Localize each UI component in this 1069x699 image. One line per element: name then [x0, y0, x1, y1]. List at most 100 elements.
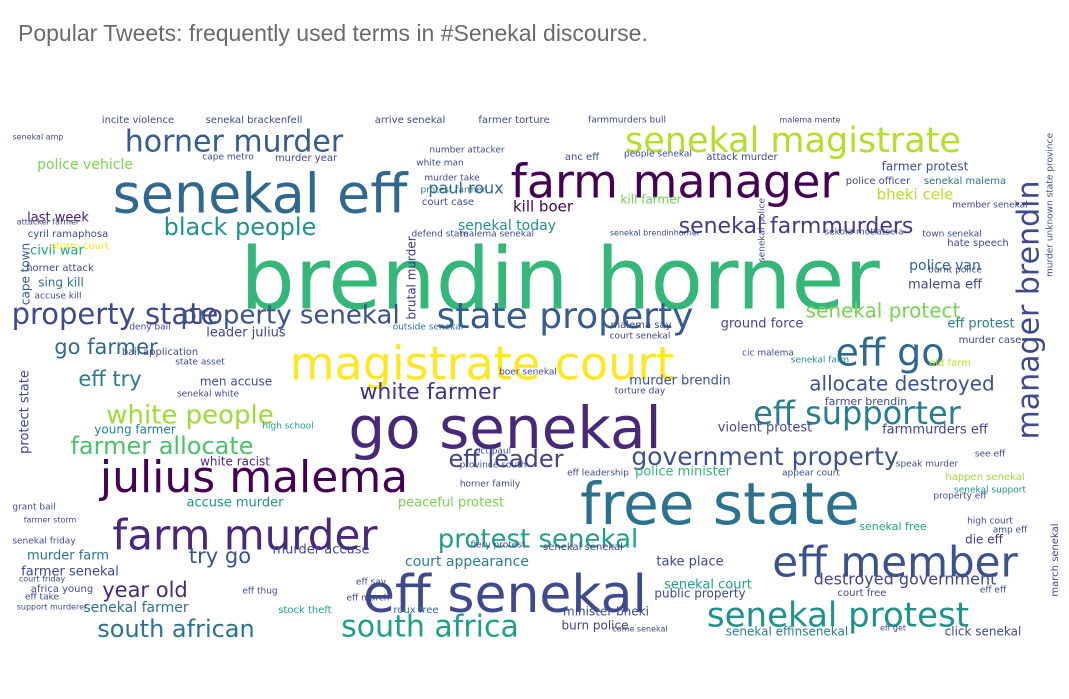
- cloud-word: accuse murder: [186, 496, 284, 511]
- cloud-word: protest senekal: [438, 525, 639, 555]
- cloud-word: senekal court: [664, 578, 752, 593]
- cloud-word: court case: [422, 197, 474, 208]
- cloud-word: number attacker: [429, 146, 504, 156]
- cloud-word: senekal farmmurders: [679, 214, 914, 239]
- cloud-word: farmer brendin: [825, 395, 907, 408]
- cloud-word: south africa: [341, 610, 519, 645]
- cloud-word: senekal eff: [113, 163, 410, 226]
- cloud-word: amp eff: [993, 526, 1028, 536]
- cloud-word: murder farm: [27, 549, 109, 564]
- cloud-word: white racist: [200, 455, 270, 469]
- cloud-word: farm murder: [112, 511, 378, 560]
- cloud-word: property eff: [933, 492, 987, 502]
- cloud-word: fiery protest: [470, 541, 526, 551]
- cloud-word: senekal friday: [12, 537, 76, 547]
- cloud-word: march senekal: [1050, 523, 1061, 596]
- cloud-word: kill boer: [513, 198, 574, 216]
- cloud-word: try go: [189, 544, 251, 568]
- cloud-word: senekal farmer: [83, 600, 188, 616]
- cloud-word: senekal free: [859, 520, 927, 533]
- cloud-word: attack murder: [706, 152, 778, 163]
- cloud-word: senekal effinsenekal: [726, 625, 849, 639]
- cloud-word: die eff: [965, 533, 1004, 547]
- cloud-word: south african: [97, 615, 254, 643]
- cloud-word: court appearance: [405, 554, 529, 570]
- cloud-word: protect state: [18, 370, 33, 454]
- cloud-word: senekal police: [758, 197, 768, 262]
- cloud-word: malema senekal: [460, 230, 534, 240]
- cloud-word: leader julius: [206, 326, 286, 341]
- cloud-word: free state: [580, 470, 860, 538]
- cloud-word: senekal protect: [806, 299, 961, 323]
- cloud-word: eff say: [356, 578, 387, 588]
- cloud-word: outside senekal: [393, 323, 464, 333]
- cloud-word: murder unknown state province: [1046, 133, 1056, 277]
- cloud-word: eff try: [78, 367, 141, 391]
- cloud-word: storm court: [51, 241, 109, 252]
- cloud-word: eff go: [835, 331, 944, 375]
- cloud-word: eff member: [772, 538, 1018, 587]
- cloud-word: magistrate court: [290, 337, 675, 391]
- cloud-word: murder year: [275, 153, 338, 164]
- cloud-word: horner murder: [125, 125, 344, 160]
- cloud-word: malema mente: [780, 116, 841, 125]
- cloud-word: murder case: [959, 335, 1022, 346]
- cloud-word: state property: [437, 296, 694, 337]
- cloud-word: town senekal: [922, 230, 982, 240]
- cloud-word: defend state: [411, 230, 468, 240]
- cloud-word: sekola motlatsela: [824, 228, 903, 238]
- cloud-word: oct paul: [475, 447, 511, 457]
- cloud-word: old farm: [929, 358, 971, 369]
- cloud-word: court friday: [19, 575, 66, 584]
- cloud-word: attacker farmer: [17, 218, 80, 227]
- cloud-word: white man: [416, 159, 463, 169]
- cloud-word: public property: [654, 587, 745, 601]
- cloud-word: high court: [967, 517, 1013, 527]
- cloud-word: court free: [838, 588, 887, 599]
- cloud-word: white farmer: [359, 380, 501, 405]
- cloud-word: police van: [909, 258, 981, 274]
- page-title: Popular Tweets: frequently used terms in…: [18, 20, 648, 46]
- cloud-word: farmer protest: [882, 160, 969, 174]
- cloud-word: senekal protest: [707, 596, 969, 636]
- cloud-word: violent protest: [718, 421, 813, 436]
- cloud-word: court senekal: [610, 332, 671, 342]
- cloud-word: sing kill: [38, 276, 84, 290]
- cloud-word: eff supporter: [753, 394, 961, 432]
- cloud-word: murder accuse: [272, 543, 369, 558]
- cloud-word: senekal senekal: [543, 542, 623, 553]
- cloud-word: malema eff: [908, 278, 983, 293]
- cloud-word: hate speech: [947, 238, 1008, 249]
- cloud-word: murder brendin: [629, 374, 730, 389]
- cloud-word: cape metro: [202, 153, 254, 163]
- cloud-word: happen senekal: [945, 472, 1024, 483]
- cloud-word: police officer: [846, 176, 911, 187]
- cloud-word: farmer allocate: [70, 432, 253, 460]
- cloud-word: year old: [102, 578, 188, 602]
- cloud-word: bail application: [122, 347, 198, 358]
- cloud-word: bheki cele: [877, 186, 954, 204]
- cloud-word: ground force: [721, 317, 804, 332]
- cloud-word: grant bail: [12, 503, 55, 513]
- cloud-word: state asset: [175, 358, 225, 368]
- cloud-word: burnt police: [928, 266, 982, 276]
- cloud-word: brendin horner: [240, 229, 880, 329]
- cloud-word: deny bail: [129, 323, 170, 333]
- cloud-word: eff take: [25, 593, 60, 603]
- cloud-word: manager brendin: [1012, 181, 1047, 440]
- cloud-word: farmmurders bull: [588, 116, 666, 126]
- cloud-word: government property: [631, 442, 899, 471]
- cloud-word: eff leader: [449, 445, 564, 473]
- cloud-word: peaceful protest: [398, 496, 504, 511]
- cloud-word: julius malema: [99, 452, 408, 503]
- cloud-word: cape town: [19, 243, 33, 305]
- cloud-word: black people: [164, 213, 317, 241]
- cloud-word: high school: [262, 422, 313, 432]
- cloud-word: anc eff: [565, 152, 600, 163]
- cloud-word: property senekal: [180, 301, 399, 331]
- cloud-word: go senekal: [348, 394, 661, 462]
- cloud-word: cyril ramaphosa: [28, 229, 109, 240]
- cloud-word: brutal murder: [405, 236, 419, 319]
- cloud-word: eff thug: [242, 587, 277, 597]
